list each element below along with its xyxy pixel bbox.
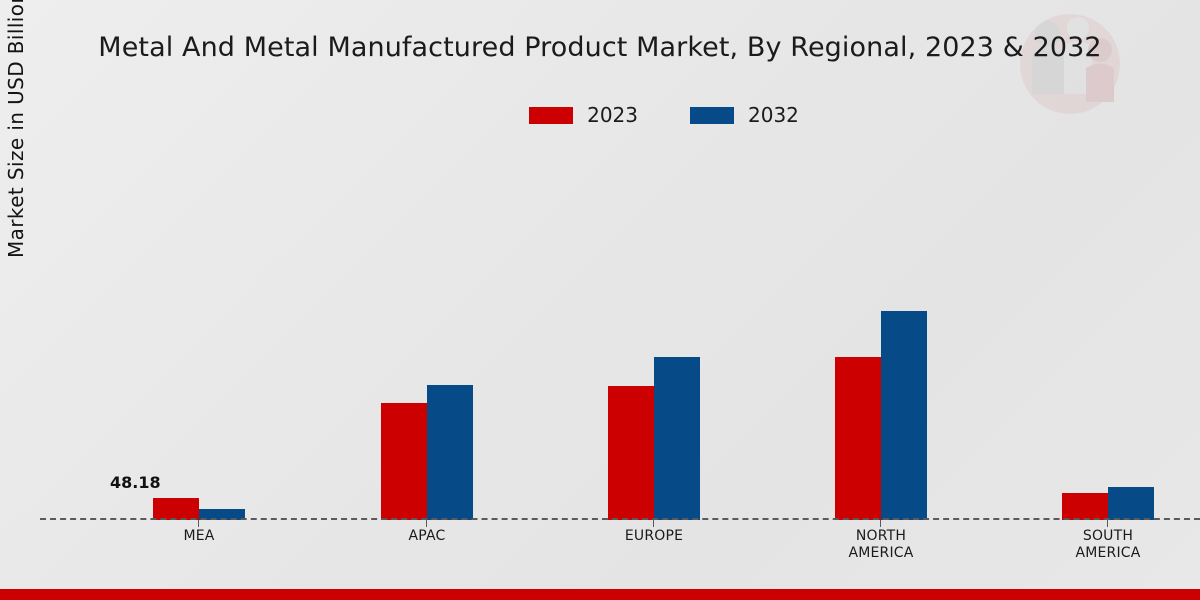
- bar-groups: MEA APAC: [40, 150, 1200, 561]
- bar-group-south-america: SOUTH AMERICA: [1013, 150, 1200, 561]
- chart-legend: 2023 2032: [0, 103, 1200, 127]
- legend-label-2032: 2032: [748, 103, 799, 127]
- legend-label-2023: 2023: [587, 103, 638, 127]
- category-label-europe-line1: EUROPE: [624, 528, 684, 544]
- category-label-mea-line1: MEA: [183, 528, 215, 544]
- legend-swatch-2032: [690, 106, 734, 124]
- category-label-apac: APAC: [332, 528, 522, 545]
- legend-item-2023[interactable]: 2023: [529, 103, 638, 127]
- bar-group-apac: APAC: [332, 150, 522, 544]
- footer-accent-bar: [0, 589, 1200, 600]
- category-label-south-america: SOUTH AMERICA: [1013, 528, 1200, 562]
- category-label-south-america-line2: AMERICA: [1075, 545, 1141, 561]
- legend-item-2032[interactable]: 2032: [690, 103, 799, 127]
- bars-europe: [559, 150, 749, 520]
- plot-area: MEA APAC: [40, 150, 1200, 561]
- chart-title: Metal And Metal Manufactured Product Mar…: [98, 32, 1102, 63]
- bars-north-america: [786, 150, 976, 520]
- category-label-mea: MEA: [104, 528, 294, 545]
- axis-tick-europe: [653, 520, 654, 527]
- bars-mea: [104, 150, 294, 520]
- x-axis-baseline: [40, 518, 1200, 520]
- category-label-europe: EUROPE: [559, 528, 749, 545]
- bar-europe-2032[interactable]: [654, 357, 700, 520]
- bar-group-mea: MEA: [104, 150, 294, 544]
- bar-south-america-2023[interactable]: [1062, 493, 1108, 520]
- bar-north-america-2023[interactable]: [835, 357, 881, 520]
- axis-tick-mea: [198, 520, 199, 527]
- data-label-mea-2023: 48.18: [110, 473, 161, 492]
- legend-swatch-2023: [529, 106, 574, 124]
- category-label-north-america-line1: NORTH: [855, 528, 907, 544]
- bar-apac-2023[interactable]: [381, 403, 427, 520]
- bar-north-america-2032[interactable]: [881, 311, 927, 520]
- category-label-south-america-line1: SOUTH: [1082, 528, 1134, 544]
- bar-south-america-2032[interactable]: [1108, 487, 1154, 520]
- category-label-north-america-line2: AMERICA: [848, 545, 914, 561]
- category-label-apac-line1: APAC: [408, 528, 446, 544]
- bar-apac-2032[interactable]: [427, 385, 473, 520]
- bar-group-europe: EUROPE: [559, 150, 749, 544]
- axis-tick-north-america: [880, 520, 881, 527]
- axis-tick-apac: [426, 520, 427, 527]
- bar-europe-2023[interactable]: [608, 386, 654, 520]
- axis-tick-south-america: [1107, 520, 1108, 527]
- bar-mea-2032[interactable]: [199, 509, 245, 520]
- bar-group-north-america: NORTH AMERICA: [786, 150, 976, 561]
- y-axis-label: Market Size in USD Billion: [4, 0, 28, 258]
- bar-mea-2023[interactable]: [153, 498, 199, 520]
- category-label-north-america: NORTH AMERICA: [786, 528, 976, 562]
- bars-south-america: [1013, 150, 1200, 520]
- bars-apac: [332, 150, 522, 520]
